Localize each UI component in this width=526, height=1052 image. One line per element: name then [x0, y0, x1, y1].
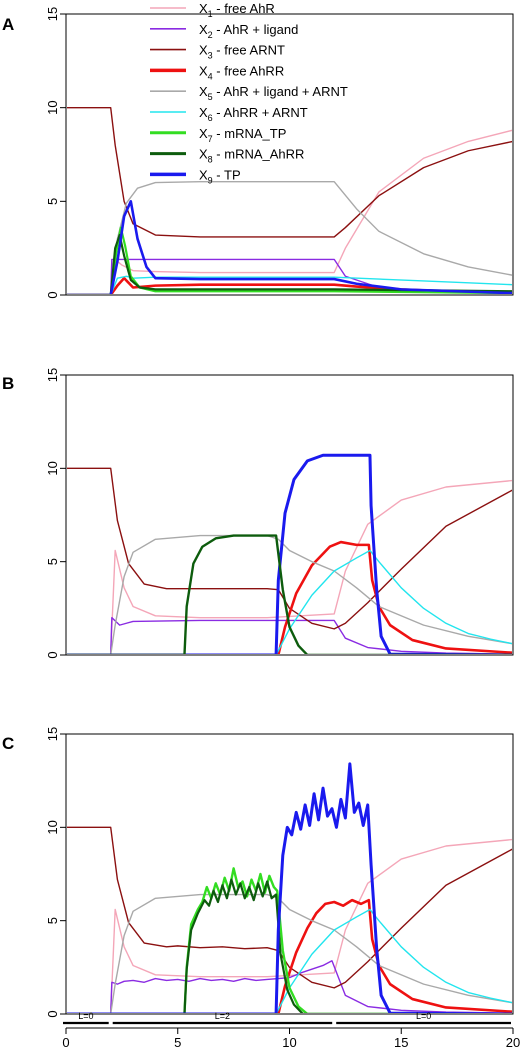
y-tick-label: 15 [45, 368, 60, 382]
x-tick-label: 15 [394, 1035, 408, 1050]
series-line-2 [110, 616, 512, 654]
series-line-6 [110, 275, 512, 294]
series-line-7 [67, 453, 512, 654]
panel-label: A [2, 15, 14, 34]
legend-label: X9 - TP [199, 167, 241, 185]
series-line-3 [67, 106, 512, 238]
series-line-4 [67, 898, 512, 1013]
series-line-8 [67, 878, 512, 1013]
series-line-4 [67, 540, 512, 654]
legend-label: X8 - mRNA_AhRR [199, 147, 304, 165]
series-line-1 [110, 479, 512, 654]
y-tick-label: 0 [45, 651, 60, 658]
panel-label: C [2, 734, 14, 753]
x-tick-label: 5 [174, 1035, 181, 1050]
y-tick-label: 15 [45, 727, 60, 741]
series-line-9 [67, 762, 512, 1013]
phase-label: L=0 [416, 1011, 431, 1021]
panel-a-chart: 0 5 10 15 A [2, 7, 514, 299]
plot-frame [65, 733, 514, 1015]
x-tick-label: 10 [282, 1035, 296, 1050]
legend-label: X6 - AhRR + ARNT [199, 105, 308, 123]
series-line-6 [275, 549, 512, 654]
series-line-2 [110, 960, 512, 1013]
phase-bar: L=0 L=2 L=0 [63, 1011, 511, 1025]
phase-label: L=0 [78, 1011, 93, 1021]
legend: X1 - free AhR X2 - AhR + ligand X3 - free … [150, 1, 348, 185]
series-line-5 [110, 534, 512, 654]
series-line-3 [67, 826, 512, 989]
panel-b-chart: 0 5 10 15 B [2, 368, 514, 659]
series-line-8 [67, 233, 512, 294]
series-line-1 [110, 838, 512, 1013]
y-tick-label: 5 [45, 198, 60, 205]
y-tick-label: 5 [45, 917, 60, 924]
legend-label: X2 - AhR + ligand [199, 22, 298, 40]
y-tick-label: 15 [45, 7, 60, 21]
y-tick-label: 10 [45, 820, 60, 834]
x-tick-label: 20 [506, 1035, 520, 1050]
x-tick-label: 0 [62, 1035, 69, 1050]
x-axis: 0 5 10 15 20 [62, 1027, 520, 1050]
legend-label: X1 - free AhR [199, 1, 275, 19]
plot-frame [65, 13, 514, 296]
y-tick-label: 10 [45, 100, 60, 114]
series-line-8 [67, 534, 512, 654]
panel-label: B [2, 374, 14, 393]
legend-label: X3 - free ARNT [199, 43, 285, 61]
legend-label: X7 - mRNA_TP [199, 126, 286, 144]
phase-label: L=2 [215, 1011, 230, 1021]
y-tick-label: 0 [45, 1010, 60, 1017]
panel-c-chart: 0 5 10 15 C [2, 727, 514, 1018]
legend-label: X4 - free AhRR [199, 63, 284, 81]
series-line-9 [67, 200, 512, 294]
plot-frame [65, 374, 514, 656]
legend-label: X5 - AhR + ligand + ARNT [199, 84, 348, 102]
y-tick-label: 0 [45, 291, 60, 298]
y-tick-label: 10 [45, 461, 60, 475]
y-tick-label: 5 [45, 558, 60, 565]
series-line-6 [275, 908, 512, 1013]
